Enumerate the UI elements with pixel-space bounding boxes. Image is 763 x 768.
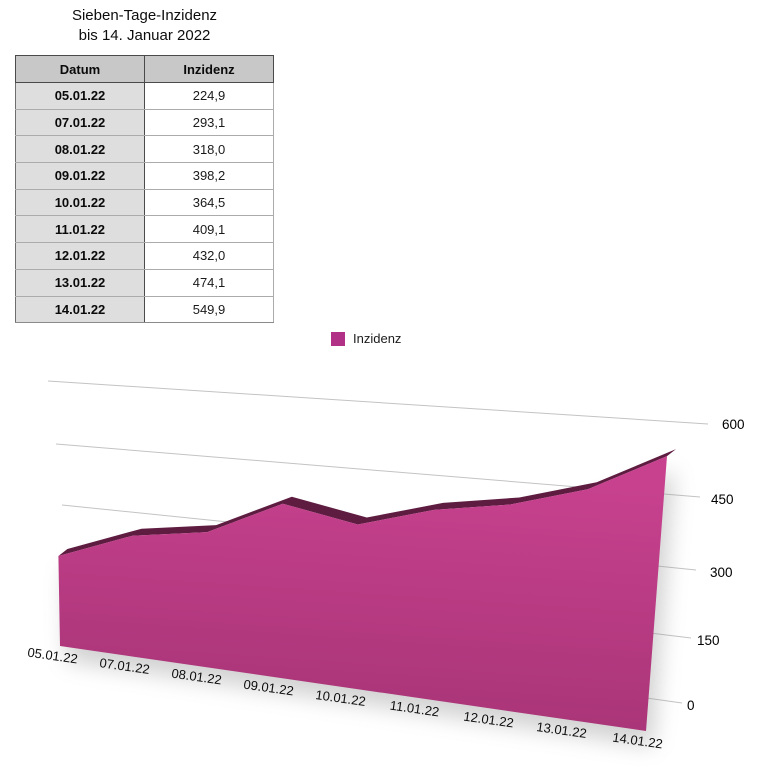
y-tick-150: 150 [697,633,720,648]
value-cell: 364,5 [144,188,274,217]
area-top-edge [58,449,676,556]
incidence-table: Datum Inzidenz 05.01.22 224,9 07.01.22 293… [15,55,274,324]
table-row: 11.01.22 409,1 [15,215,274,244]
value-cell: 474,1 [144,268,274,297]
title-line-2: bis 14. Januar 2022 [78,27,211,44]
value-cell: 224,9 [144,82,274,110]
value-cell: 549,9 [144,295,274,324]
gridline-600 [47,380,709,425]
col-header-inzidenz: Inzidenz [144,55,274,83]
y-tick-600: 600 [722,417,745,432]
x-tick-3: 09.01.22 [243,677,295,699]
chart-legend: Inzidenz [331,331,401,346]
x-tick-8: 14.01.22 [612,730,664,752]
date-cell: 11.01.22 [15,215,145,244]
col-header-datum: Datum [15,55,145,83]
date-cell: 10.01.22 [15,188,145,217]
table-row: 07.01.22 293,1 [15,108,274,137]
y-tick-300: 300 [710,565,733,580]
value-cell: 293,1 [144,108,274,137]
y-tick-450: 450 [711,492,734,507]
legend-label: Inzidenz [353,331,402,346]
y-axis-labels: 600 450 300 150 0 [687,417,745,713]
x-axis-labels: 05.01.22 07.01.22 08.01.22 09.01.22 10.0… [27,645,664,752]
table-row: 10.01.22 364,5 [15,188,274,217]
y-tick-0: 0 [687,698,695,713]
legend-swatch-inzidenz [331,331,345,346]
x-tick-1: 07.01.22 [99,655,151,677]
date-cell: 12.01.22 [15,242,145,270]
value-cell: 398,2 [144,162,274,190]
date-cell: 07.01.22 [15,108,145,137]
date-cell: 08.01.22 [15,135,145,164]
table-row: 09.01.22 398,2 [15,162,274,190]
date-cell: 14.01.22 [15,295,145,324]
area-front-face [58,456,667,731]
x-tick-2: 08.01.22 [171,666,223,688]
x-tick-0: 05.01.22 [27,645,79,667]
table-row: 13.01.22 474,1 [15,268,274,297]
x-tick-6: 12.01.22 [463,709,515,731]
date-cell: 09.01.22 [15,162,145,190]
date-cell: 05.01.22 [15,82,145,110]
x-tick-4: 10.01.22 [315,687,367,709]
table-row: 14.01.22 549,9 [15,295,274,324]
title-line-1: Sieben-Tage-Inzidenz [71,7,218,24]
x-tick-7: 13.01.22 [536,719,588,741]
page-title: Sieben-Tage-Inzidenz bis 14. Januar 2022 [15,6,274,46]
date-cell: 13.01.22 [15,268,145,297]
table-header-row: Datum Inzidenz [15,55,274,83]
x-tick-5: 11.01.22 [389,698,440,720]
value-cell: 409,1 [144,215,274,244]
table-row: 05.01.22 224,9 [15,82,274,110]
